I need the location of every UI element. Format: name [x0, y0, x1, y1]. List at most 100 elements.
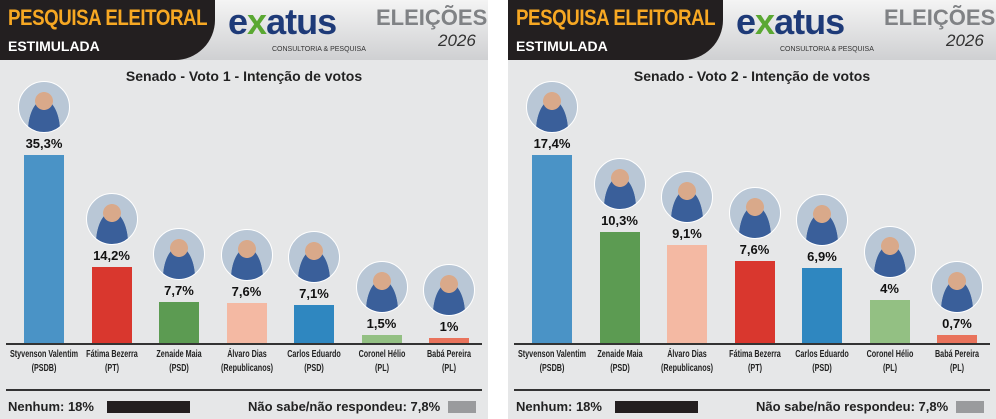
chart-title: Senado - Voto 2 - Intenção de votos — [633, 68, 871, 84]
bar — [226, 302, 267, 343]
candidate-photo — [728, 186, 781, 239]
header-title: PESQUISA ELEITORAL — [516, 5, 716, 30]
candidate-photo — [661, 170, 713, 223]
category-label: Fátima Bezerra (PT) — [77, 348, 146, 376]
logo-subtitle: CONSULTORIA & PESQUISA — [272, 46, 366, 53]
header-title-block: PESQUISA ELEITORAL ESTIMULADA — [508, 0, 723, 60]
dont-know-label: Não sabe/não respondeu: 7,8% — [248, 399, 441, 414]
candidate-party: (PL) — [949, 363, 964, 374]
bar — [937, 335, 977, 343]
bar — [429, 337, 469, 343]
candidate-photo — [423, 263, 475, 316]
candidate-photo — [85, 193, 138, 246]
bar — [91, 267, 132, 343]
bar — [532, 155, 572, 343]
candidate-photo — [931, 261, 983, 314]
candidate-name: Styvenson Valentim — [517, 349, 587, 360]
dont-know-swatch — [448, 401, 476, 413]
data-label: 7,6% — [231, 283, 262, 299]
category-label: Babá Pereira (PL) — [414, 348, 483, 376]
category-label: Álvaro Dias (Republicanos) — [212, 348, 281, 376]
candidate-party: (PSD) — [609, 363, 630, 374]
category-label: Carlos Eduardo (PSD) — [279, 348, 348, 376]
bar — [159, 301, 199, 343]
candidate-name: Álvaro Dias — [226, 349, 267, 360]
bar — [294, 305, 334, 343]
header: PESQUISA ELEITORAL ESTIMULADA exatus CON… — [508, 0, 996, 60]
bar — [599, 231, 640, 343]
bar — [869, 299, 910, 343]
candidate-party: (Republicanos) — [660, 363, 713, 374]
exatus-logo: exatus — [736, 1, 845, 42]
elections-year: 2026 — [946, 31, 984, 50]
elections-badge: ELEIÇÕES — [376, 5, 488, 30]
chart-panel-2: PESQUISA ELEITORAL ESTIMULADA exatus CON… — [508, 0, 996, 419]
candidate-party: (PL) — [374, 363, 389, 374]
header-subtitle: ESTIMULADA — [516, 38, 608, 54]
candidate-party: (PSDB) — [31, 363, 57, 374]
logo-subtitle: CONSULTORIA & PESQUISA — [780, 46, 874, 53]
candidate-name: Styvenson Valentim — [9, 349, 79, 360]
category-label: Coronel Hélio (PL) — [347, 348, 416, 376]
candidate-photo — [526, 81, 578, 133]
candidate-name: Fátima Bezerra — [728, 349, 781, 360]
axis-line — [514, 343, 990, 345]
candidate-name: Coronel Hélio — [358, 349, 405, 360]
candidate-name: Carlos Eduardo — [795, 349, 849, 360]
data-label: 1% — [439, 318, 459, 334]
data-label: 7,7% — [164, 282, 194, 298]
candidate-party: (PT) — [747, 363, 762, 374]
candidate-party: (PT) — [104, 363, 119, 374]
data-label: 6,9% — [807, 249, 837, 265]
candidate-party: (PSD) — [169, 363, 189, 374]
candidate-name: Álvaro Dias — [667, 349, 707, 360]
candidate-photo — [220, 228, 273, 281]
divider — [514, 389, 990, 391]
candidate-name: Fátima Bezerra — [85, 349, 138, 360]
none-swatch — [107, 401, 190, 413]
category-label: Carlos Eduardo (PSD) — [787, 348, 856, 376]
divider — [6, 389, 482, 391]
candidate-name: Zenaide Maia — [596, 349, 643, 360]
category-label: Styvenson Valentim (PSDB) — [517, 348, 586, 376]
axis-line — [6, 343, 482, 345]
bar — [361, 335, 402, 343]
category-label: Coronel Hélio (PL) — [855, 348, 924, 376]
candidate-party: (PL) — [882, 363, 897, 374]
data-label: 35,3% — [25, 136, 63, 151]
header: PESQUISA ELEITORAL ESTIMULADA exatus CON… — [0, 0, 488, 60]
chart-title: Senado - Voto 1 - Intenção de votos — [125, 68, 363, 84]
bar — [734, 260, 775, 343]
candidate-photo — [593, 157, 646, 210]
data-label: 4% — [880, 280, 899, 296]
header-title: PESQUISA ELEITORAL — [8, 5, 208, 30]
category-label: Fátima Bezerra (PT) — [720, 348, 789, 376]
candidate-party: (Republicanos) — [220, 363, 273, 374]
data-label: 10,3% — [601, 212, 638, 228]
candidate-party: (PSD) — [304, 363, 324, 374]
data-label: 0,7% — [942, 316, 972, 332]
data-label: 9,1% — [672, 225, 702, 241]
dont-know-swatch — [956, 401, 984, 413]
candidate-photo — [153, 227, 205, 280]
category-label: Zenaide Maia (PSD) — [144, 348, 213, 376]
candidate-party: (PSD) — [812, 363, 832, 374]
candidate-name: Coronel Hélio — [866, 349, 913, 360]
data-label: 7,6% — [739, 241, 770, 257]
candidate-photo — [288, 231, 340, 284]
chart-panel-1: PESQUISA ELEITORAL ESTIMULADA exatus CON… — [0, 0, 488, 419]
candidate-name: Zenaide Maia — [156, 349, 202, 360]
data-label: 7,1% — [299, 286, 329, 302]
candidate-party: (PSDB) — [539, 363, 565, 374]
bar — [24, 155, 64, 343]
data-label: 14,2% — [93, 248, 130, 264]
data-label: 1,5% — [366, 316, 397, 331]
header-title-block: PESQUISA ELEITORAL ESTIMULADA — [0, 0, 215, 60]
none-label: Nenhum: 18% — [8, 399, 94, 414]
candidate-party: (PL) — [441, 363, 456, 374]
candidate-name: Babá Pereira — [934, 349, 980, 360]
none-swatch — [615, 401, 698, 413]
elections-year: 2026 — [438, 31, 476, 50]
category-label: Álvaro Dias (Republicanos) — [652, 348, 721, 376]
bar — [667, 244, 707, 343]
